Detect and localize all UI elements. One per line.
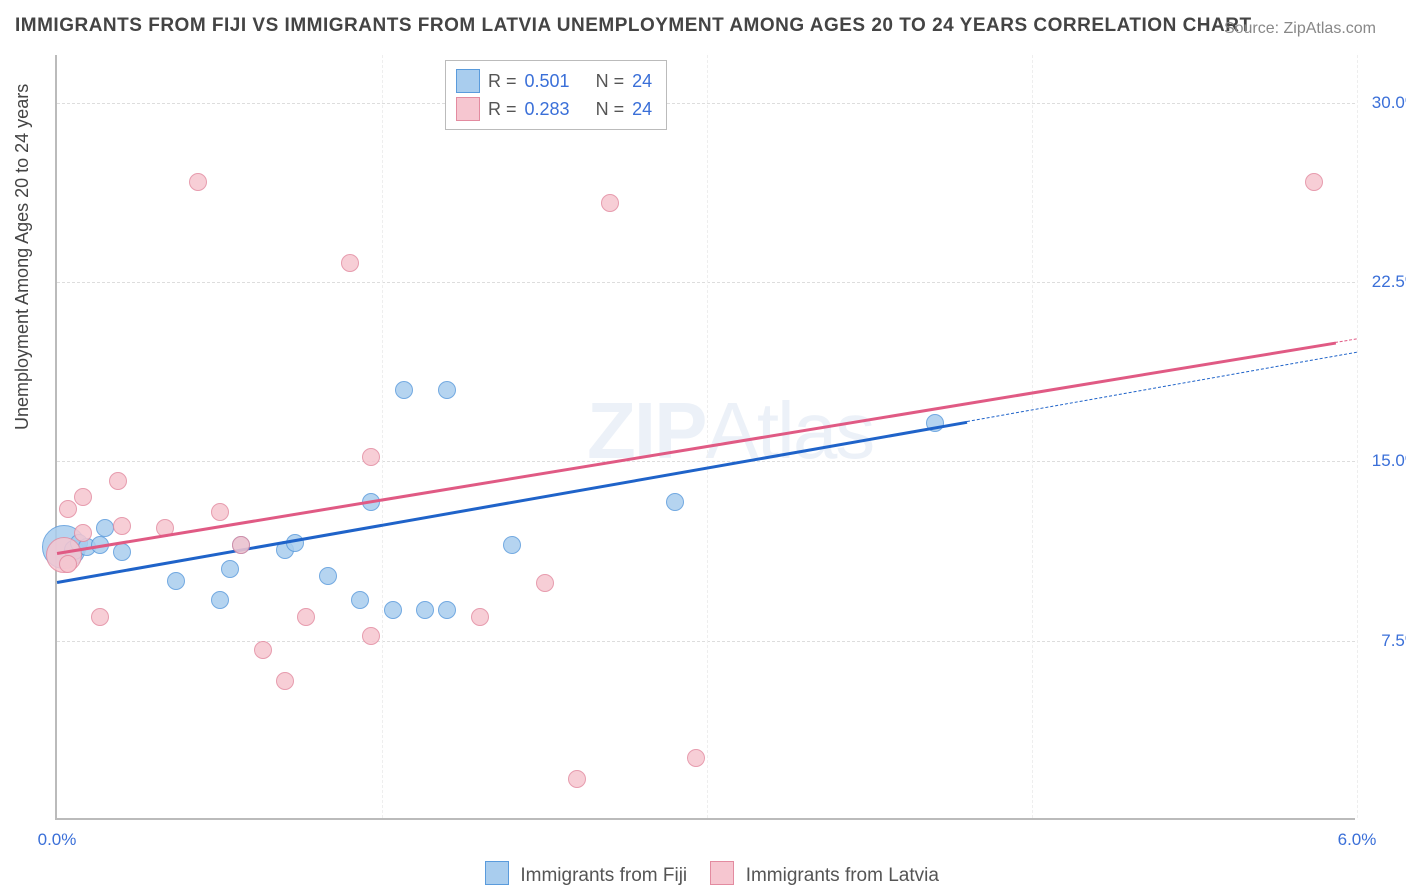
- gridline-h: [57, 641, 1355, 642]
- regression-line: [57, 342, 1336, 555]
- scatter-point: [232, 536, 250, 554]
- regression-line: [57, 421, 967, 584]
- regression-line-dashed: [967, 351, 1357, 421]
- scatter-point: [601, 194, 619, 212]
- scatter-point: [211, 591, 229, 609]
- scatter-point: [438, 381, 456, 399]
- gridline-v: [1032, 55, 1033, 818]
- chart-container: IMMIGRANTS FROM FIJI VS IMMIGRANTS FROM …: [0, 0, 1406, 892]
- legend-swatch-fiji-bottom: [485, 861, 509, 885]
- scatter-point: [416, 601, 434, 619]
- scatter-point: [1305, 173, 1323, 191]
- scatter-point: [568, 770, 586, 788]
- y-tick-label: 15.0%: [1360, 451, 1406, 471]
- scatter-point: [59, 555, 77, 573]
- scatter-point: [113, 517, 131, 535]
- gridline-v: [382, 55, 383, 818]
- scatter-point: [254, 641, 272, 659]
- r-label: R =: [488, 99, 517, 120]
- r-label: R =: [488, 71, 517, 92]
- scatter-point: [113, 543, 131, 561]
- scatter-point: [109, 472, 127, 490]
- scatter-point: [59, 500, 77, 518]
- scatter-point: [438, 601, 456, 619]
- scatter-point: [276, 672, 294, 690]
- legend-swatch-latvia-bottom: [710, 861, 734, 885]
- scatter-point: [167, 572, 185, 590]
- chart-title: IMMIGRANTS FROM FIJI VS IMMIGRANTS FROM …: [15, 15, 1252, 37]
- n-value-latvia: 24: [632, 99, 652, 120]
- gridline-h: [57, 461, 1355, 462]
- source-label: Source: ZipAtlas.com: [1224, 20, 1376, 38]
- r-value-fiji: 0.501: [525, 71, 570, 92]
- legend-label-fiji: Immigrants from Fiji: [520, 865, 687, 886]
- legend-correlation: R = 0.501 N = 24 R = 0.283 N = 24: [445, 60, 667, 130]
- gridline-h: [57, 282, 1355, 283]
- scatter-point: [503, 536, 521, 554]
- scatter-point: [362, 448, 380, 466]
- n-value-fiji: 24: [632, 71, 652, 92]
- n-label: N =: [596, 71, 625, 92]
- regression-line-dashed: [1335, 338, 1357, 343]
- scatter-point: [666, 493, 684, 511]
- scatter-point: [74, 524, 92, 542]
- scatter-point: [91, 608, 109, 626]
- scatter-point: [536, 574, 554, 592]
- scatter-point: [351, 591, 369, 609]
- scatter-point: [297, 608, 315, 626]
- scatter-point: [189, 173, 207, 191]
- scatter-point: [687, 749, 705, 767]
- plot-area: ZIPAtlas 7.5%15.0%22.5%30.0%0.0%6.0%: [55, 55, 1355, 820]
- n-label: N =: [596, 99, 625, 120]
- legend-row-fiji: R = 0.501 N = 24: [456, 67, 652, 95]
- scatter-point: [74, 488, 92, 506]
- x-tick-label: 0.0%: [38, 830, 77, 850]
- scatter-point: [471, 608, 489, 626]
- y-tick-label: 22.5%: [1360, 272, 1406, 292]
- scatter-point: [286, 534, 304, 552]
- scatter-point: [341, 254, 359, 272]
- y-axis-label: Unemployment Among Ages 20 to 24 years: [12, 84, 33, 430]
- legend-label-latvia: Immigrants from Latvia: [746, 865, 939, 886]
- scatter-point: [362, 627, 380, 645]
- legend-swatch-fiji: [456, 69, 480, 93]
- r-value-latvia: 0.283: [525, 99, 570, 120]
- y-tick-label: 7.5%: [1360, 631, 1406, 651]
- gridline-v: [707, 55, 708, 818]
- legend-swatch-latvia: [456, 97, 480, 121]
- x-tick-label: 6.0%: [1338, 830, 1377, 850]
- y-tick-label: 30.0%: [1360, 93, 1406, 113]
- scatter-point: [395, 381, 413, 399]
- scatter-point: [384, 601, 402, 619]
- scatter-point: [96, 519, 114, 537]
- scatter-point: [221, 560, 239, 578]
- scatter-point: [211, 503, 229, 521]
- gridline-h: [57, 103, 1355, 104]
- scatter-point: [319, 567, 337, 585]
- legend-row-latvia: R = 0.283 N = 24: [456, 95, 652, 123]
- legend-series: Immigrants from Fiji Immigrants from Lat…: [0, 861, 1406, 887]
- gridline-v: [1357, 55, 1358, 818]
